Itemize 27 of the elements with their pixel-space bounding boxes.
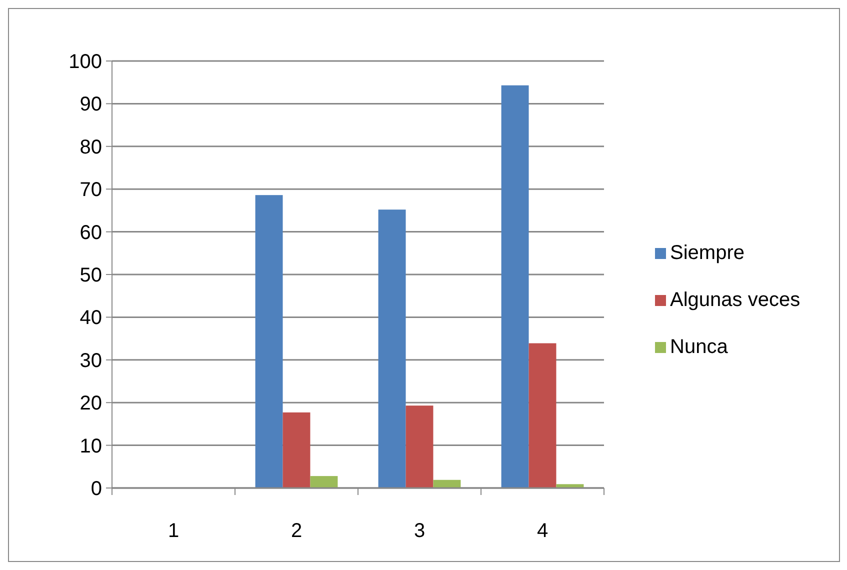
x-tick-label: 3 bbox=[414, 520, 426, 542]
bar bbox=[556, 484, 584, 488]
bar bbox=[406, 406, 434, 488]
legend-label: Nunca bbox=[670, 336, 729, 358]
y-tick-label: 10 bbox=[80, 435, 102, 458]
x-tick-label: 2 bbox=[290, 520, 302, 542]
bar bbox=[255, 195, 283, 488]
legend-label: Algunas veces bbox=[670, 289, 800, 311]
y-tick-label: 80 bbox=[80, 136, 102, 158]
bar bbox=[433, 480, 461, 488]
y-tick-label: 0 bbox=[90, 478, 102, 500]
y-tick-label: 30 bbox=[80, 350, 102, 372]
y-tick-label: 40 bbox=[80, 307, 102, 330]
y-tick-label: 50 bbox=[80, 264, 102, 286]
bar bbox=[282, 412, 310, 488]
x-tick-label: 1 bbox=[168, 520, 180, 542]
y-tick-label: 70 bbox=[80, 179, 102, 202]
legend-label: Siempre bbox=[670, 242, 744, 264]
y-tick-label: 90 bbox=[80, 94, 102, 116]
y-tick-label: 100 bbox=[68, 51, 102, 73]
x-tick-label: 4 bbox=[536, 520, 548, 542]
bar bbox=[501, 85, 529, 488]
bar bbox=[378, 210, 406, 488]
y-tick-label: 20 bbox=[80, 392, 102, 415]
bar bbox=[310, 476, 338, 488]
bar bbox=[528, 343, 556, 488]
y-tick-label: 60 bbox=[80, 222, 102, 244]
